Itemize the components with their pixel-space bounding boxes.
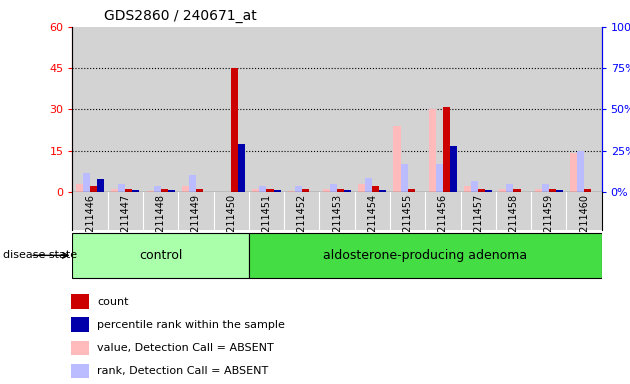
Text: GSM211447: GSM211447 xyxy=(120,194,130,253)
Bar xyxy=(249,233,602,278)
Text: count: count xyxy=(98,297,129,307)
Bar xyxy=(549,189,556,192)
Bar xyxy=(323,189,330,192)
Text: control: control xyxy=(139,249,182,262)
Bar xyxy=(83,173,90,192)
Bar xyxy=(471,181,478,192)
Bar xyxy=(147,190,154,192)
Bar xyxy=(542,184,549,192)
Bar xyxy=(485,190,492,192)
Bar xyxy=(266,189,273,192)
Bar xyxy=(260,187,266,192)
Bar xyxy=(379,190,386,192)
Bar xyxy=(330,184,337,192)
Text: value, Detection Call = ABSENT: value, Detection Call = ABSENT xyxy=(98,343,274,353)
Bar xyxy=(401,164,408,192)
Text: GSM211458: GSM211458 xyxy=(508,194,518,253)
Text: GSM211451: GSM211451 xyxy=(261,194,272,253)
Text: GSM211454: GSM211454 xyxy=(367,194,377,253)
Bar xyxy=(168,190,175,192)
Bar xyxy=(556,190,563,192)
Bar xyxy=(238,144,245,192)
Text: GSM211446: GSM211446 xyxy=(85,194,95,253)
Bar xyxy=(584,189,591,192)
Text: GSM211456: GSM211456 xyxy=(438,194,448,253)
Bar xyxy=(344,190,351,192)
Bar xyxy=(365,178,372,192)
Bar xyxy=(71,341,89,355)
Text: GSM211452: GSM211452 xyxy=(297,194,307,253)
Text: GSM211457: GSM211457 xyxy=(473,194,483,253)
Bar xyxy=(132,190,139,192)
Bar xyxy=(71,318,89,332)
Bar xyxy=(372,187,379,192)
Bar xyxy=(253,189,260,192)
Bar xyxy=(295,187,302,192)
Bar xyxy=(72,233,249,278)
Text: GSM211449: GSM211449 xyxy=(191,194,201,253)
Bar xyxy=(71,364,89,378)
Text: GDS2860 / 240671_at: GDS2860 / 240671_at xyxy=(104,9,256,23)
Bar xyxy=(90,187,97,192)
Bar xyxy=(112,189,118,192)
Text: percentile rank within the sample: percentile rank within the sample xyxy=(98,320,285,330)
Bar xyxy=(570,154,577,192)
Bar xyxy=(97,179,104,192)
Text: GSM211460: GSM211460 xyxy=(579,194,589,253)
Bar xyxy=(231,68,238,192)
Bar xyxy=(288,190,295,192)
Bar xyxy=(507,184,513,192)
Bar xyxy=(429,109,436,192)
Bar xyxy=(500,189,507,192)
Bar xyxy=(71,295,89,309)
Bar xyxy=(154,187,161,192)
Bar xyxy=(443,107,450,192)
Bar xyxy=(337,189,344,192)
Bar xyxy=(577,151,584,192)
Bar xyxy=(478,189,485,192)
Text: aldosterone-producing adenoma: aldosterone-producing adenoma xyxy=(323,249,527,262)
Text: GSM211453: GSM211453 xyxy=(332,194,342,253)
Text: disease state: disease state xyxy=(3,250,77,260)
Bar xyxy=(189,175,196,192)
Bar xyxy=(273,190,280,192)
Text: GSM211448: GSM211448 xyxy=(156,194,166,253)
Bar xyxy=(450,146,457,192)
Bar xyxy=(358,184,365,192)
Bar xyxy=(118,184,125,192)
Bar xyxy=(196,189,203,192)
Bar xyxy=(436,164,443,192)
Bar xyxy=(535,189,542,192)
Bar xyxy=(76,184,83,192)
Bar xyxy=(302,189,309,192)
Bar xyxy=(125,189,132,192)
Bar xyxy=(394,126,401,192)
Bar xyxy=(182,187,189,192)
Bar xyxy=(408,189,415,192)
Text: GSM211459: GSM211459 xyxy=(544,194,554,253)
Text: GSM211455: GSM211455 xyxy=(403,194,413,253)
Bar xyxy=(464,187,471,192)
Text: rank, Detection Call = ABSENT: rank, Detection Call = ABSENT xyxy=(98,366,268,376)
Bar xyxy=(161,189,168,192)
Bar xyxy=(513,189,520,192)
Text: GSM211450: GSM211450 xyxy=(226,194,236,253)
